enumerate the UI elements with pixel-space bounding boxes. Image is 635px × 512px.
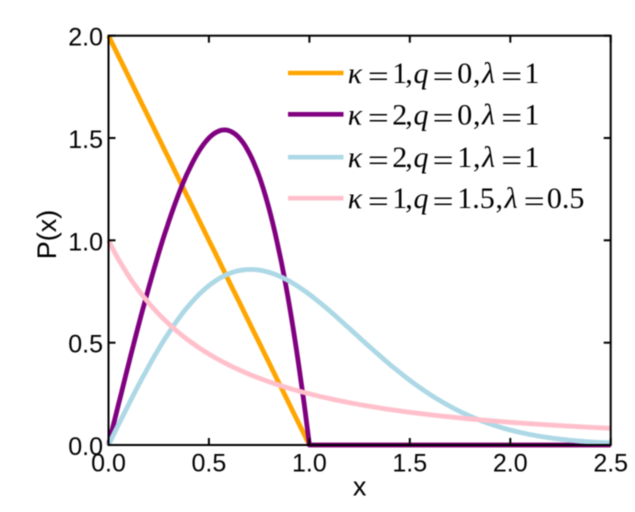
svg-text:=: = [368, 60, 389, 93]
svg-text:,: , [473, 141, 481, 174]
svg-text:=: = [501, 144, 522, 177]
svg-text:=: = [501, 60, 522, 93]
svg-text:=: = [368, 101, 389, 134]
svg-text:P(x): P(x) [32, 210, 62, 260]
svg-text:x: x [353, 472, 367, 502]
svg-text:q: q [414, 57, 429, 90]
svg-text:1: 1 [457, 141, 472, 174]
svg-text:λ: λ [481, 57, 495, 90]
svg-text:1.5: 1.5 [392, 450, 427, 478]
svg-text:2.0: 2.0 [68, 24, 103, 52]
svg-text:1: 1 [524, 57, 539, 90]
svg-text:κ: κ [348, 98, 363, 131]
svg-text:0: 0 [457, 57, 472, 90]
svg-text:2: 2 [392, 98, 407, 131]
svg-text:1: 1 [392, 182, 407, 215]
svg-text:1: 1 [524, 141, 539, 174]
svg-text:=: = [501, 101, 522, 134]
svg-text:q: q [414, 98, 429, 131]
svg-text:0.0: 0.0 [68, 433, 103, 461]
svg-text:λ: λ [481, 141, 495, 174]
svg-text:,: , [473, 98, 481, 131]
svg-text:=: = [433, 185, 454, 218]
svg-text:λ: λ [504, 182, 518, 215]
svg-text:κ: κ [348, 57, 363, 90]
svg-text:κ: κ [348, 141, 363, 174]
svg-text:0.0: 0.0 [91, 450, 126, 478]
svg-text:=: = [524, 185, 545, 218]
svg-text:=: = [433, 101, 454, 134]
svg-text:,: , [473, 57, 481, 90]
svg-text:0.5: 0.5 [192, 450, 227, 478]
svg-text:q: q [414, 182, 429, 215]
svg-text:,: , [405, 98, 413, 131]
svg-text:,: , [405, 57, 413, 90]
svg-text:1.0: 1.0 [292, 450, 327, 478]
svg-text:0.5: 0.5 [547, 182, 585, 215]
svg-text:,: , [405, 182, 413, 215]
svg-text:2: 2 [392, 141, 407, 174]
svg-text:0.5: 0.5 [68, 331, 103, 359]
svg-text:=: = [368, 144, 389, 177]
svg-text:1: 1 [524, 98, 539, 131]
svg-text:1: 1 [392, 57, 407, 90]
svg-text:1.5: 1.5 [68, 126, 103, 154]
svg-text:1.5: 1.5 [457, 182, 495, 215]
svg-text:κ: κ [348, 182, 363, 215]
svg-text:1.0: 1.0 [68, 228, 103, 256]
svg-text:0: 0 [457, 98, 472, 131]
svg-text:=: = [433, 144, 454, 177]
svg-text:=: = [433, 60, 454, 93]
svg-text:,: , [405, 141, 413, 174]
svg-text:,: , [496, 182, 504, 215]
svg-text:q: q [414, 141, 429, 174]
svg-text:2.0: 2.0 [493, 450, 528, 478]
svg-text:2.5: 2.5 [593, 450, 628, 478]
svg-text:=: = [368, 185, 389, 218]
svg-text:λ: λ [481, 98, 495, 131]
